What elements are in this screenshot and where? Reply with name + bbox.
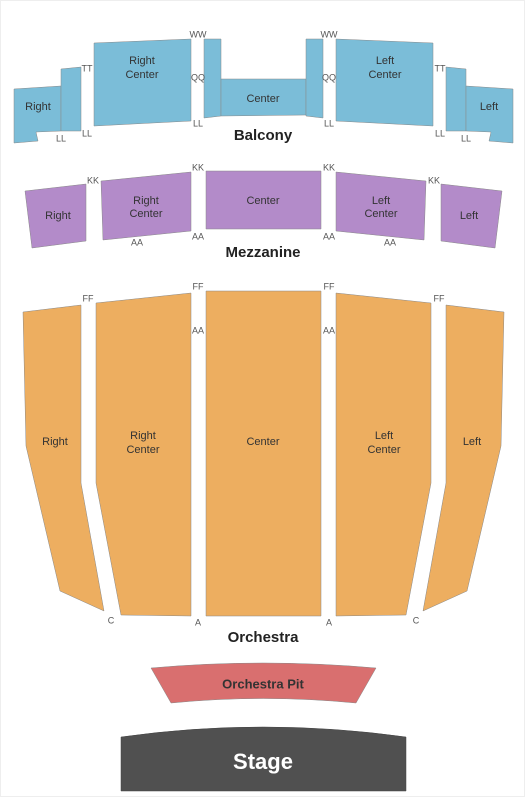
balcony-row-ll-4: LL <box>324 118 334 128</box>
balcony-row-tt-left: TT <box>82 63 93 73</box>
mezzanine-level-label: Mezzanine <box>225 244 300 261</box>
balcony-row-qq-left: QQ <box>191 72 205 82</box>
balcony-center-left-tab <box>204 39 221 118</box>
mezzanine-row-kk-4: KK <box>428 175 440 185</box>
balcony-center-section[interactable] <box>221 79 306 116</box>
balcony-left-tt-tab <box>446 67 466 131</box>
balcony-row-tt-right: TT <box>435 63 446 73</box>
balcony-row-ww-left: WW <box>190 29 207 39</box>
orchestra-center-section[interactable] <box>206 291 321 616</box>
balcony-row-ll-6: LL <box>461 133 471 143</box>
balcony-row-ll-1: LL <box>56 133 66 143</box>
balcony-right-center-section[interactable] <box>94 39 191 126</box>
balcony-row-qq-right: QQ <box>322 72 336 82</box>
orchestra-right-center-section[interactable] <box>96 293 191 616</box>
orchestra-pit-label: Orchestra Pit <box>222 676 304 691</box>
mezzanine-row-aa-1: AA <box>131 237 143 247</box>
mezzanine-left-center-section[interactable] <box>336 172 426 240</box>
orchestra-row-ff-2: FF <box>193 281 204 291</box>
mezzanine-row-aa-4: AA <box>384 237 396 247</box>
mezzanine-row-kk-2: KK <box>192 162 204 172</box>
mezzanine-center-section[interactable] <box>206 171 321 229</box>
orchestra-row-a-2: A <box>326 617 332 627</box>
mezzanine-row-kk-3: KK <box>323 162 335 172</box>
balcony-row-ll-5: LL <box>435 128 445 138</box>
mezzanine-row-aa-3: AA <box>323 231 335 241</box>
orchestra-row-ff-4: FF <box>434 293 445 303</box>
stage-label: Stage <box>233 749 293 774</box>
balcony-left-section[interactable] <box>466 86 513 143</box>
orchestra-row-a-1: A <box>195 617 201 627</box>
balcony-right-section[interactable] <box>14 86 61 143</box>
mezzanine-right-section[interactable] <box>25 184 86 248</box>
orchestra-row-ff-3: FF <box>324 281 335 291</box>
orchestra-row-c-2: C <box>413 615 420 625</box>
balcony-left-center-section[interactable] <box>336 39 433 126</box>
mezzanine-row-kk-1: KK <box>87 175 99 185</box>
seating-chart: Right Right Center Center Left Center Le… <box>0 0 525 797</box>
balcony-center-right-tab <box>306 39 323 118</box>
mezzanine-row-aa-2: AA <box>192 231 204 241</box>
orchestra-left-center-section[interactable] <box>336 293 431 616</box>
balcony-row-ll-2: LL <box>82 128 92 138</box>
orchestra-row-aa-1: AA <box>192 325 204 335</box>
orchestra-level-label: Orchestra <box>228 629 300 646</box>
orchestra-row-ff-1: FF <box>83 293 94 303</box>
orchestra-row-aa-2: AA <box>323 325 335 335</box>
balcony-row-ww-right: WW <box>321 29 338 39</box>
balcony-level-label: Balcony <box>234 127 293 144</box>
balcony-row-ll-3: LL <box>193 118 203 128</box>
orchestra-row-c-1: C <box>108 615 115 625</box>
mezzanine-left-section[interactable] <box>441 184 502 248</box>
balcony-right-tt-tab <box>61 67 81 131</box>
mezzanine-right-center-section[interactable] <box>101 172 191 240</box>
orchestra-left-section[interactable] <box>423 305 504 611</box>
orchestra-right-section[interactable] <box>23 305 104 611</box>
